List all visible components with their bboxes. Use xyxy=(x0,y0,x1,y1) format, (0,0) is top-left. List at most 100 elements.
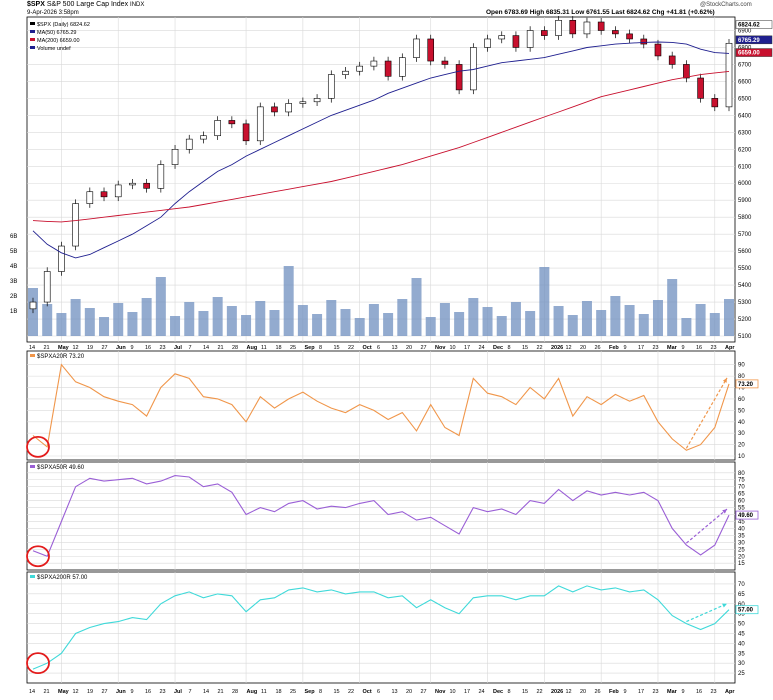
x-tick-label-bottom: 9 xyxy=(682,689,685,695)
x-tick-label-bottom: 15 xyxy=(522,689,528,695)
a50-trend-arrow xyxy=(686,508,728,544)
candle-up xyxy=(370,60,378,67)
volume-bar xyxy=(681,318,692,336)
x-tick-label: 6 xyxy=(377,345,380,351)
x-tick-label-bottom: 8 xyxy=(319,689,322,695)
x-tick-label-bottom: 8 xyxy=(508,689,511,695)
a20-low-circle xyxy=(26,435,50,458)
candle-down xyxy=(697,77,704,99)
volume-bar xyxy=(596,310,607,336)
a20-badge: 73.20 xyxy=(738,382,754,388)
x-tick-label: 22 xyxy=(537,345,543,351)
x-tick-label-bottom: 11 xyxy=(261,689,267,695)
y-tick-label: 5600 xyxy=(738,249,752,255)
candle-up xyxy=(498,35,506,40)
volume-bar xyxy=(383,313,394,336)
x-tick-label-bottom: 22 xyxy=(537,689,543,695)
candle-down xyxy=(228,120,236,125)
x-tick-label: 7 xyxy=(189,345,192,351)
a20-arrow-head xyxy=(722,377,727,383)
x-tick-label-bottom: Aug xyxy=(247,689,258,695)
volume-bar xyxy=(198,311,209,336)
candle-down xyxy=(143,182,150,189)
a200-low-circle xyxy=(26,652,50,675)
volume-bar xyxy=(70,299,81,336)
candle-down xyxy=(569,20,577,35)
candle-up xyxy=(526,30,534,48)
y-tick-label: 40 xyxy=(738,641,745,647)
candle-up xyxy=(200,135,207,140)
volume-bar xyxy=(297,305,308,336)
candle-down xyxy=(626,33,633,40)
x-tick-label: 22 xyxy=(348,345,354,351)
panel-frame-price xyxy=(26,16,736,343)
volume-tick-label: 2B xyxy=(10,294,17,300)
volume-bar xyxy=(610,296,621,336)
x-tick-label: 12 xyxy=(73,345,79,351)
volume-bar xyxy=(624,305,635,336)
legend-volume-swatch xyxy=(30,46,35,49)
ma200-badge-bg xyxy=(735,48,773,57)
x-tick-label: 20 xyxy=(580,345,586,351)
volume-bar xyxy=(340,309,351,336)
y-tick-label: 45 xyxy=(738,519,745,525)
x-tick-label-bottom: Oct xyxy=(363,689,372,695)
x-tick-label: Apr xyxy=(725,345,735,351)
x-tick-label: 17 xyxy=(464,345,470,351)
legend-price: $SPX (Daily) 6824.62 xyxy=(37,22,90,28)
x-tick-label: 9 xyxy=(131,345,134,351)
x-tick-label-bottom: 12 xyxy=(566,689,572,695)
x-tick-label: 13 xyxy=(392,345,398,351)
volume-bar xyxy=(354,318,365,336)
legend-ma200: MA(200) 6659.00 xyxy=(37,38,80,44)
x-tick-label-bottom: 21 xyxy=(44,689,50,695)
volume-bar xyxy=(411,278,422,336)
legend-ma50-swatch xyxy=(30,30,35,33)
a20-title: $SPXA20R 73.20 xyxy=(37,354,85,360)
candle-down xyxy=(384,60,392,77)
ma50-badge: 6765.29 xyxy=(738,38,760,44)
y-tick-label: 20 xyxy=(738,554,745,560)
candle-up xyxy=(327,74,335,99)
ma50-badge-bg xyxy=(735,35,773,45)
x-tick-label: 26 xyxy=(595,345,601,351)
x-tick-label: Jun xyxy=(116,345,126,351)
y-tick-label: 15 xyxy=(738,561,745,567)
x-tick-label: 21 xyxy=(44,345,50,351)
volume-bar xyxy=(141,298,152,336)
candle-up xyxy=(58,245,65,272)
candle-down xyxy=(683,64,690,79)
x-tick-label-bottom: 27 xyxy=(421,689,427,695)
x-tick-label-bottom: 25 xyxy=(290,689,296,695)
volume-bar xyxy=(170,316,181,336)
candle-up xyxy=(114,184,122,198)
watermark: @StockCharts.com xyxy=(700,2,752,8)
exchange: INDX xyxy=(130,2,145,8)
candle-down xyxy=(640,38,648,45)
panel-frame-a20 xyxy=(26,350,736,461)
chart-date: 9-Apr-2026 3:58pm xyxy=(27,10,79,16)
index-name: S&P 500 Large Cap Index xyxy=(46,1,129,8)
y-tick-label: 6300 xyxy=(738,130,752,136)
x-tick-label: 25 xyxy=(290,345,296,351)
candle-up xyxy=(299,101,307,104)
x-tick-label-bottom: 23 xyxy=(653,689,659,695)
candle-down xyxy=(612,30,619,35)
y-tick-label: 5700 xyxy=(738,232,752,238)
x-tick-label-bottom: 12 xyxy=(73,689,79,695)
y-tick-label: 5500 xyxy=(738,266,752,272)
volume-bar xyxy=(255,301,266,336)
volume-bar xyxy=(709,313,720,336)
x-tick-label-bottom: 28 xyxy=(232,689,238,695)
y-tick-label: 5100 xyxy=(738,334,752,340)
y-tick-label: 80 xyxy=(738,471,745,477)
volume-bar xyxy=(581,301,592,336)
candle-down xyxy=(668,55,676,65)
volume-bar xyxy=(155,277,166,336)
x-tick-label-bottom: 9 xyxy=(131,689,134,695)
x-tick-label: 20 xyxy=(406,345,412,351)
x-tick-label-bottom: 18 xyxy=(276,689,282,695)
volume-bar xyxy=(724,299,734,336)
volume-bar xyxy=(425,317,436,336)
